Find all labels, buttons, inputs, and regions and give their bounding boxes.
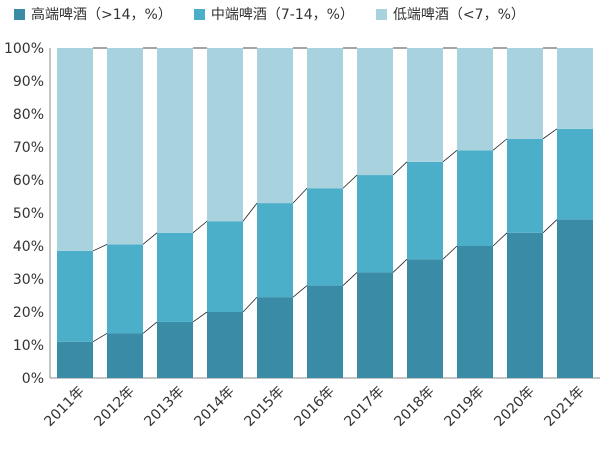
legend-swatch xyxy=(193,8,205,20)
bar-1-2011年 xyxy=(57,341,93,378)
series-line-1 xyxy=(442,245,458,260)
bar-1-2013年 xyxy=(157,321,193,378)
bar-1-2014年 xyxy=(207,312,243,378)
bar-3-2021年 xyxy=(557,48,593,129)
legend: 高端啤酒（>14，%） 中端啤酒（7-14，%） 低端啤酒（<7，%） xyxy=(14,4,525,24)
series-line-1 xyxy=(392,258,408,273)
x-tick-label: 2013年 xyxy=(141,384,187,430)
bar-3-2015年 xyxy=(257,48,293,204)
bar-2-2021年 xyxy=(557,128,593,220)
x-tick-label: 2012年 xyxy=(91,384,137,430)
y-tick-label: 70% xyxy=(13,140,44,156)
x-tick-label: 2015年 xyxy=(241,384,287,430)
bar-2-2014年 xyxy=(207,221,243,312)
series-line-1 xyxy=(242,296,258,313)
y-tick-label: 80% xyxy=(13,107,44,123)
y-tick-label: 20% xyxy=(13,305,44,321)
x-tick-label: 2019年 xyxy=(441,384,487,430)
bar-2-2016年 xyxy=(307,188,343,286)
x-tick-label: 2011年 xyxy=(41,384,87,430)
bar-1-2016年 xyxy=(307,285,343,378)
legend-label: 高端啤酒（>14，%） xyxy=(31,7,172,23)
bar-3-2017年 xyxy=(357,48,393,176)
series-line-1 xyxy=(342,272,358,286)
series-line-1 xyxy=(142,321,158,334)
bar-2-2013年 xyxy=(157,232,193,322)
y-tick-label: 40% xyxy=(13,239,44,255)
series-line-1 xyxy=(542,219,558,234)
bar-2-2019年 xyxy=(457,150,493,246)
x-tick-label: 2021年 xyxy=(541,384,587,430)
x-tick-label: 2018年 xyxy=(391,384,437,430)
legend-label: 中端啤酒（7-14，%） xyxy=(210,7,354,23)
bar-2-2017年 xyxy=(357,175,393,273)
bar-1-2021年 xyxy=(557,219,593,378)
series-line-2 xyxy=(292,187,308,204)
series-line-2 xyxy=(92,243,108,252)
bar-3-2016年 xyxy=(307,48,343,189)
bar-3-2018年 xyxy=(407,48,443,162)
x-tick-label: 2020年 xyxy=(491,384,537,430)
bar-2-2020年 xyxy=(507,138,543,233)
bar-3-2011年 xyxy=(57,48,93,251)
series-line-1 xyxy=(292,285,308,298)
bar-1-2018年 xyxy=(407,259,443,378)
series-line-2 xyxy=(342,174,358,189)
x-tick-label: 2014年 xyxy=(191,384,237,430)
x-tick-label: 2016年 xyxy=(291,384,337,430)
series-line-1 xyxy=(192,311,208,323)
bar-3-2014年 xyxy=(207,48,243,222)
series-line-2 xyxy=(442,149,458,163)
series-line-2 xyxy=(392,161,408,176)
series-line-2 xyxy=(492,138,508,151)
bar-2-2011年 xyxy=(57,250,93,342)
bar-3-2012年 xyxy=(107,48,143,245)
x-tick-label: 2017年 xyxy=(341,384,387,430)
legend-item-3: 低端啤酒（<7，%） xyxy=(375,4,525,24)
legend-item-2: 中端啤酒（7-14，%） xyxy=(193,4,354,24)
series-line-1 xyxy=(92,333,108,343)
series-line-2 xyxy=(542,128,558,140)
bar-2-2012年 xyxy=(107,244,143,334)
series-line-2 xyxy=(242,202,258,222)
bar-1-2020年 xyxy=(507,232,543,378)
legend-label: 低端啤酒（<7，%） xyxy=(392,7,525,23)
y-tick-label: 90% xyxy=(13,74,44,90)
y-tick-label: 100% xyxy=(4,41,44,57)
y-tick-label: 0% xyxy=(22,371,44,387)
series-line-1 xyxy=(492,232,508,247)
bar-2-2015年 xyxy=(257,203,293,298)
bar-3-2020年 xyxy=(507,48,543,139)
y-tick-label: 30% xyxy=(13,272,44,288)
y-tick-label: 10% xyxy=(13,338,44,354)
bar-1-2019年 xyxy=(457,246,493,378)
legend-item-1: 高端啤酒（>14，%） xyxy=(14,4,172,24)
legend-swatch xyxy=(375,8,387,20)
y-tick-label: 50% xyxy=(13,206,44,222)
bar-1-2015年 xyxy=(257,297,293,378)
bar-3-2013年 xyxy=(157,48,193,233)
bar-2-2018年 xyxy=(407,161,443,260)
y-tick-label: 60% xyxy=(13,173,44,189)
series-line-2 xyxy=(192,220,208,234)
bar-1-2012年 xyxy=(107,333,143,378)
series-line-2 xyxy=(142,232,158,245)
legend-swatch xyxy=(14,8,25,20)
bar-3-2019年 xyxy=(457,48,493,151)
bar-1-2017年 xyxy=(357,272,393,378)
